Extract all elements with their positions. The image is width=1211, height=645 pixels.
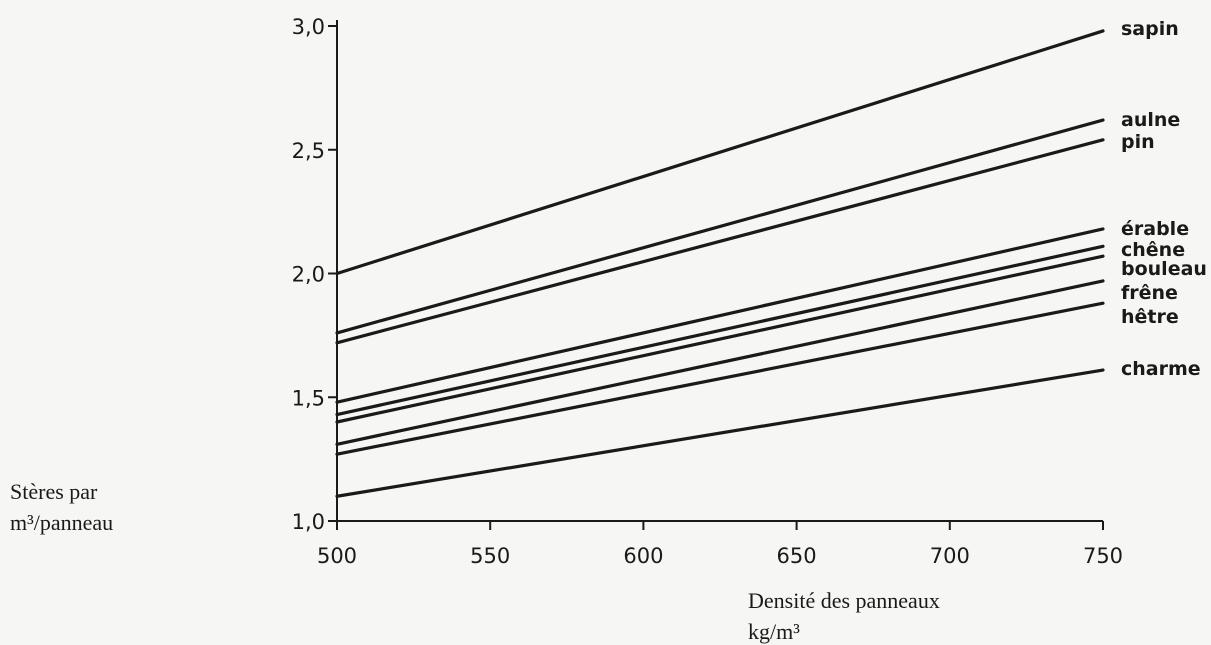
y-axis-title-line-1: Stères par [10, 479, 98, 504]
x-tick-label: 750 [1083, 544, 1123, 568]
x-axis-title-line-2: kg/m³ [748, 619, 800, 644]
y-axis-title-line-2: m³/panneau [10, 510, 113, 535]
x-tick-label: 650 [777, 544, 817, 568]
series-lines [335, 29, 1105, 498]
series-line-frêne [335, 279, 1105, 446]
series-line-aulne [335, 118, 1105, 335]
series-line-charme [335, 368, 1105, 498]
y-tick-label: 2,5 [292, 139, 325, 163]
series-line-bouleau [335, 254, 1105, 424]
series-label: charme [1121, 358, 1201, 380]
y-tick-label: 3,0 [292, 15, 325, 39]
series-line-pin [335, 138, 1105, 345]
series-label: érable [1121, 218, 1189, 240]
series-label: aulne [1121, 109, 1180, 131]
y-tick-label: 1,5 [292, 386, 325, 410]
x-tick-label: 500 [317, 544, 357, 568]
y-tick-label: 1,0 [292, 510, 325, 534]
series-label: bouleau [1121, 258, 1207, 280]
x-tick-label: 700 [930, 544, 970, 568]
axes [336, 20, 1103, 522]
x-ticks: 500 550 600 650 700 750 [317, 521, 1123, 568]
series-line-chêne [335, 244, 1105, 417]
x-tick-label: 550 [470, 544, 510, 568]
series-label: sapin [1121, 18, 1179, 40]
y-tick-label: 2,0 [292, 263, 325, 287]
y-ticks: 1,0 1,5 2,0 2,5 3,0 [292, 15, 337, 534]
series-line-hêtre [335, 301, 1105, 456]
series-label: chêne [1121, 239, 1185, 261]
series-line-érable [335, 227, 1105, 404]
series-line-sapin [335, 29, 1105, 276]
series-label: hêtre [1121, 306, 1179, 328]
x-tick-label: 600 [623, 544, 663, 568]
series-label: pin [1121, 131, 1155, 153]
x-axis-title-line-1: Densité des panneaux [748, 588, 940, 613]
series-label: frêne [1121, 282, 1178, 304]
